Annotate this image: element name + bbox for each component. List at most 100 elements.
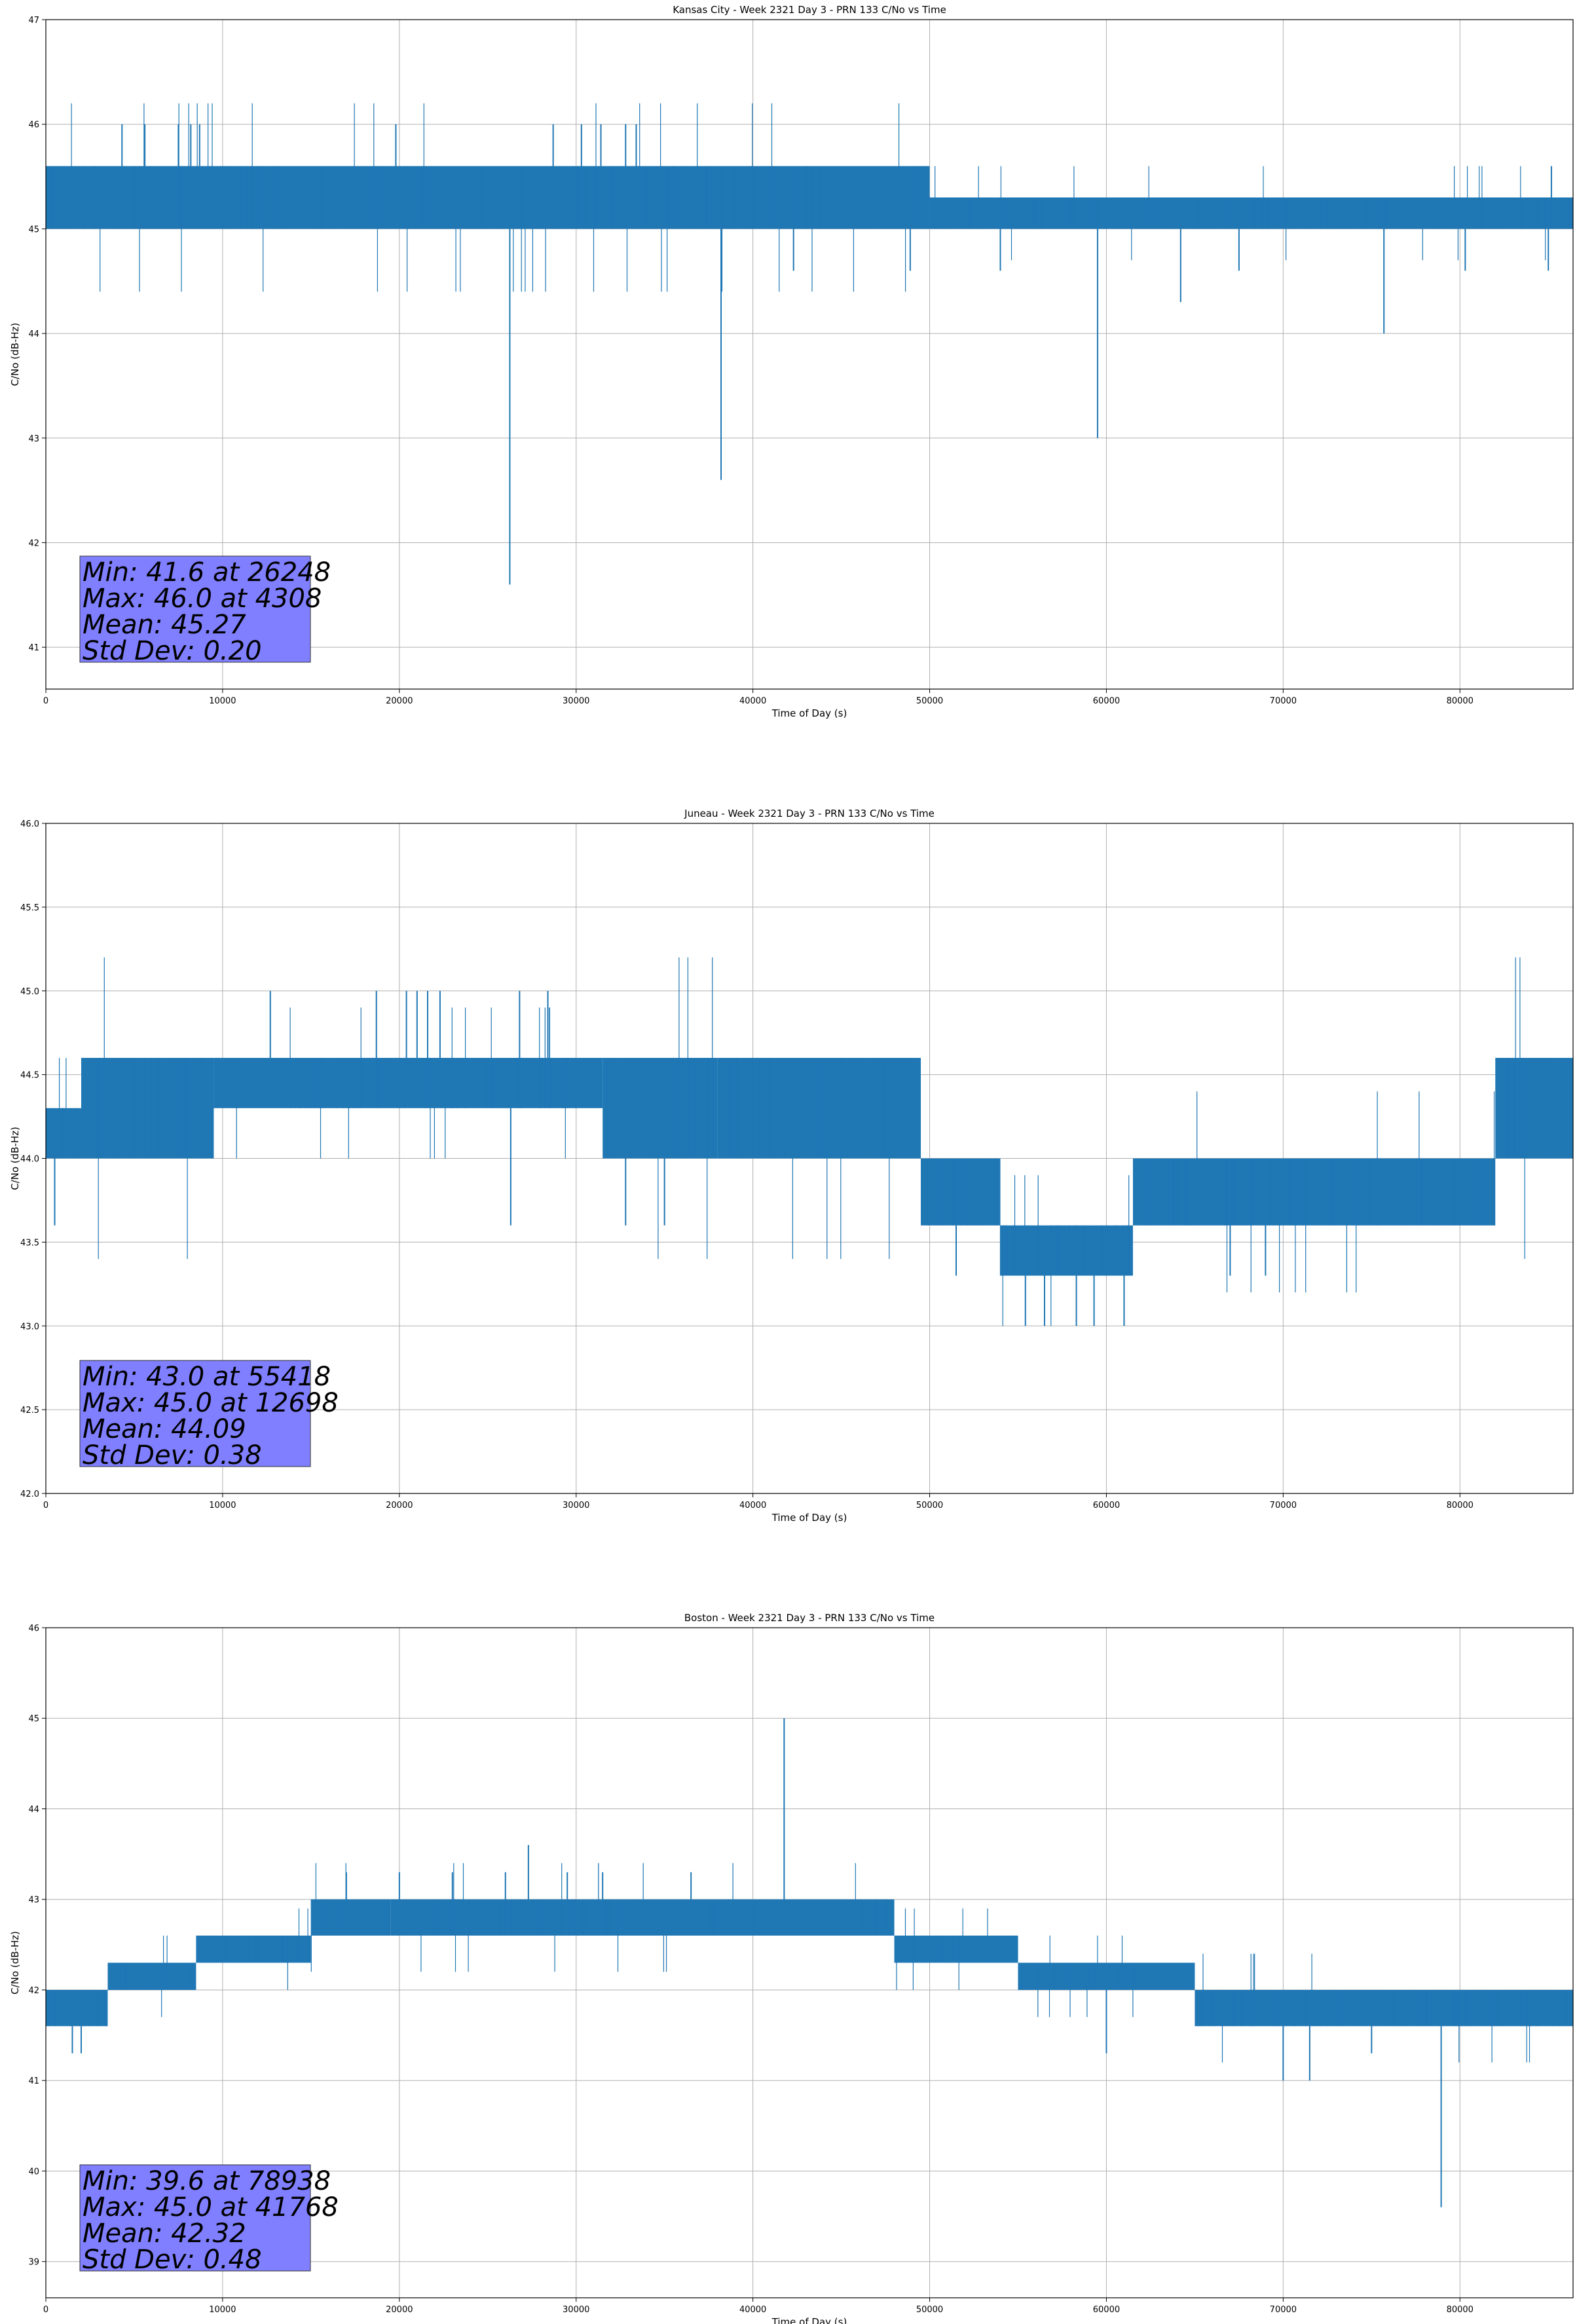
plot-frame: [45, 19, 1574, 690]
stats-box: [79, 2164, 311, 2272]
chart-panel-1: 0 10000 20000 30000 40000 50000 60000 70000 8000…: [9, 808, 1574, 1524]
y-tick-label: 43: [28, 1896, 39, 1905]
stats-line: Min: 39.6 at 78938: [83, 2166, 331, 2196]
x-tick-label: 0: [43, 696, 48, 706]
x-tick-label: 20000: [386, 2305, 413, 2315]
y-tick-label: 44.0: [20, 1155, 39, 1165]
x-axis-label: Time of Day (s): [771, 2316, 847, 2324]
data-band: [603, 1058, 718, 1159]
data-band: [894, 1936, 1018, 1963]
y-axis-label: C/No (dB-Hz): [9, 323, 21, 386]
x-tick-label: 40000: [739, 1501, 766, 1510]
chart-title: Boston - Week 2321 Day 3 - PRN 133 C/No …: [684, 1612, 935, 1624]
data-band: [1132, 1158, 1496, 1226]
data-band: [213, 1058, 603, 1108]
data-band: [390, 1899, 895, 1936]
data-band: [196, 1936, 311, 1963]
x-tick-label: 80000: [1447, 2305, 1474, 2315]
y-tick-label: 39: [28, 2258, 39, 2268]
data-jitter: [48, 1863, 1567, 2063]
x-tick-label: 80000: [1447, 1501, 1474, 1510]
y-tick-label: 45.5: [20, 903, 39, 913]
stats-box: [79, 555, 311, 663]
x-axis-label: Time of Day (s): [771, 707, 847, 719]
series-line: [46, 957, 1573, 1326]
y-tick-label: 44.5: [20, 1071, 39, 1081]
x-tick-label: 30000: [563, 2305, 589, 2315]
data-jitter: [50, 103, 1572, 292]
y-tick-label: 44: [28, 1805, 39, 1814]
series-line: [46, 103, 1573, 585]
y-tick-label: 42: [28, 538, 39, 548]
x-tick-label: 40000: [739, 2305, 766, 2315]
x-tick-label: 10000: [209, 696, 236, 706]
stats-line: Mean: 42.32: [83, 2219, 246, 2249]
data-band: [81, 1058, 214, 1159]
y-tick-label: 41: [28, 643, 39, 653]
x-axis-label: Time of Day (s): [771, 1512, 847, 1524]
x-tick-label: 20000: [386, 696, 413, 706]
chart-panel-2: 0 10000 20000 30000 40000 50000 60000 70000 8000…: [9, 1612, 1574, 2324]
stats-line: Std Dev: 0.38: [83, 1440, 262, 1471]
x-tick-label: 60000: [1093, 1501, 1120, 1510]
series-line: [46, 1718, 1573, 2207]
y-tick-label: 42.0: [20, 1490, 39, 1499]
y-axis-label: C/No (dB-Hz): [9, 1931, 21, 1995]
y-tick-label: 43.0: [20, 1322, 39, 1332]
data-band: [107, 1962, 196, 1990]
x-tick-label: 50000: [916, 1501, 943, 1510]
stats-line: Mean: 45.27: [83, 610, 246, 640]
y-tick-label: 43: [28, 434, 39, 444]
stats-line: Mean: 44.09: [83, 1414, 246, 1444]
data-band: [1195, 1989, 1573, 2027]
y-tick-label: 41: [28, 2076, 39, 2086]
y-tick-label: 43.5: [20, 1238, 39, 1248]
plot-frame: [45, 1627, 1574, 2298]
y-tick-label: 46.0: [20, 819, 39, 829]
x-tick-label: 10000: [209, 2305, 236, 2315]
stats-line: Max: 45.0 at 12698: [83, 1388, 339, 1418]
x-tick-label: 60000: [1093, 696, 1120, 706]
data-band: [1495, 1058, 1573, 1159]
y-tick-label: 46: [28, 121, 39, 130]
stats-line: Max: 46.0 at 4308: [83, 584, 322, 614]
data-band: [46, 1989, 108, 2027]
stats-line: Min: 41.6 at 26248: [83, 557, 331, 588]
x-tick-label: 80000: [1447, 696, 1474, 706]
x-tick-label: 30000: [563, 696, 589, 706]
x-tick-label: 50000: [916, 2305, 943, 2315]
y-tick-label: 45.0: [20, 987, 39, 997]
x-tick-label: 50000: [916, 696, 943, 706]
x-tick-label: 70000: [1270, 2305, 1297, 2315]
y-tick-label: 45: [28, 1714, 39, 1724]
y-tick-label: 40: [28, 2167, 39, 2177]
y-tick-label: 42.5: [20, 1406, 39, 1415]
chart-title: Kansas City - Week 2321 Day 3 - PRN 133 …: [673, 4, 946, 16]
x-tick-label: 60000: [1093, 2305, 1120, 2315]
y-tick-label: 46: [28, 1624, 39, 1634]
y-tick-label: 45: [28, 225, 39, 234]
stats-box: [79, 1360, 311, 1467]
y-tick-label: 44: [28, 329, 39, 339]
stats-line: Max: 45.0 at 41768: [83, 2192, 339, 2222]
x-tick-label: 40000: [739, 696, 766, 706]
data-band: [46, 166, 930, 229]
chart-title: Juneau - Week 2321 Day 3 - PRN 133 C/No …: [684, 808, 935, 819]
chart-panel-0: 0 10000 20000 30000 40000 50000 60000 70000 8000…: [9, 4, 1574, 719]
data-band: [1000, 1225, 1133, 1276]
stats-line: Std Dev: 0.20: [83, 636, 262, 666]
x-tick-label: 30000: [563, 1501, 589, 1510]
x-tick-label: 10000: [209, 1501, 236, 1510]
data-band: [310, 1899, 391, 1936]
x-tick-label: 20000: [386, 1501, 413, 1510]
x-tick-label: 70000: [1270, 1501, 1297, 1510]
y-tick-label: 47: [28, 16, 39, 26]
x-tick-label: 0: [43, 2305, 48, 2315]
data-band: [1018, 1962, 1195, 1990]
y-tick-label: 42: [28, 1986, 39, 1996]
y-axis-label: C/No (dB-Hz): [9, 1127, 21, 1190]
data-band: [46, 1108, 81, 1159]
x-tick-label: 0: [43, 1501, 48, 1510]
data-band: [717, 1058, 921, 1159]
